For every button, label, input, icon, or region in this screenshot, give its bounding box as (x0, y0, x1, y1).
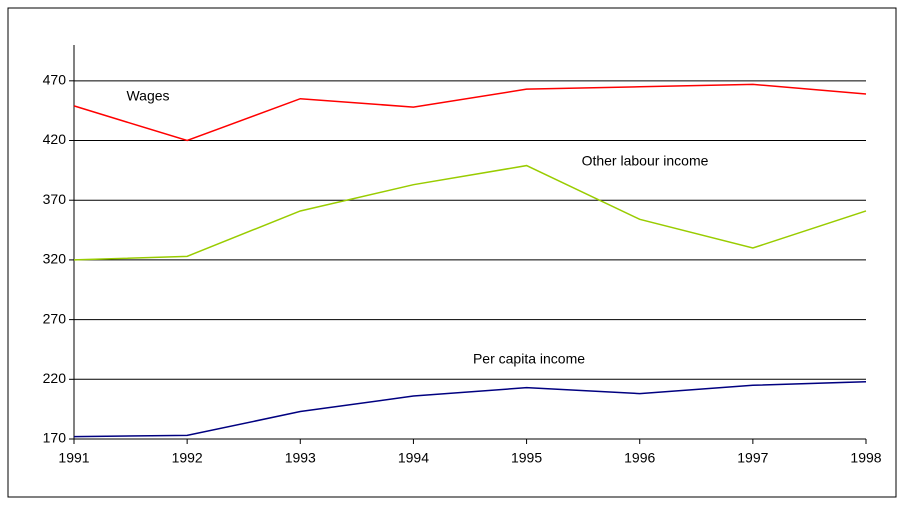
series-label: Other labour income (582, 153, 709, 169)
series-label: Wages (126, 88, 169, 104)
series-line (73, 380, 867, 438)
x-tick-label: 1994 (398, 450, 429, 466)
y-tick-label: 170 (43, 430, 67, 446)
x-tick-label: 1997 (737, 450, 768, 466)
series-line (73, 83, 867, 142)
x-tick-label: 1993 (285, 450, 316, 466)
y-tick-label: 220 (43, 370, 67, 386)
x-tick-label: 1996 (624, 450, 655, 466)
y-tick-label: 420 (43, 131, 67, 147)
series-label: Per capita income (473, 351, 585, 367)
series-line (73, 164, 867, 261)
x-tick-label: 1992 (172, 450, 203, 466)
y-tick-label: 370 (43, 191, 67, 207)
x-tick-label: 1995 (511, 450, 542, 466)
chart-frame (7, 7, 897, 498)
y-tick-label: 270 (43, 310, 67, 326)
x-tick-label: 1998 (850, 450, 881, 466)
y-tick-label: 470 (43, 72, 67, 88)
y-tick-label: 320 (43, 251, 67, 267)
x-tick-label: 1991 (58, 450, 89, 466)
